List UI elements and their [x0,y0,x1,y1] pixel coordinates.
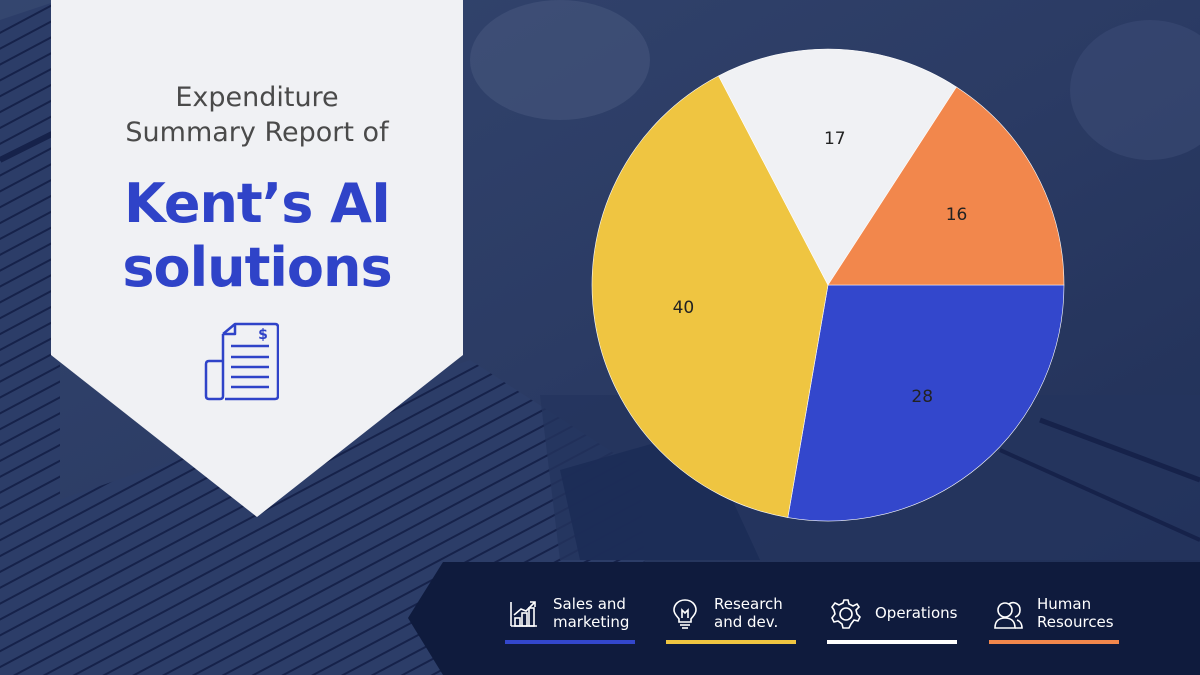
legend-color-line [666,640,796,644]
pie-slices [591,48,1065,522]
pie-slice [718,48,957,286]
pie-slice-label: 16 [945,205,968,226]
pie-slice-label: 40 [672,297,695,318]
report-subtitle: Expenditure Summary Report of [51,80,463,150]
people-icon [994,601,1023,629]
legend-color-line [827,640,957,644]
lightbulb-icon [673,599,697,629]
pie-slice-label: 28 [911,386,934,407]
company-title: Kent’s AI solutions [51,172,463,300]
legend-item-sales: Sales and marketing [505,590,635,650]
invoice-document-dollar-icon: $ [204,322,279,401]
legend-item-operations: Operations [827,590,957,650]
pie-slice [827,86,1065,286]
subtitle-line-1: Expenditure [175,82,339,113]
pie-slice [787,284,1065,522]
bar-chart-growth-icon [510,601,537,627]
legend-label: Research and dev. [714,595,783,631]
title-line-1: Kent’s AI [123,172,391,235]
pie-slice-label: 17 [823,128,846,149]
svg-text:$: $ [258,327,268,343]
pie-slice [591,75,829,518]
legend-color-line [989,640,1119,644]
legend-label: Sales and marketing [553,595,630,631]
title-line-2: solutions [122,236,392,299]
legend-color-line [505,640,635,644]
legend-label: Human Resources [1037,595,1114,631]
gear-icon [831,599,861,629]
subtitle-line-2: Summary Report of [125,117,389,148]
legend-label: Operations [875,604,958,622]
legend-item-hr: Human Resources [989,590,1119,650]
legend-item-research: Research and dev. [666,590,796,650]
